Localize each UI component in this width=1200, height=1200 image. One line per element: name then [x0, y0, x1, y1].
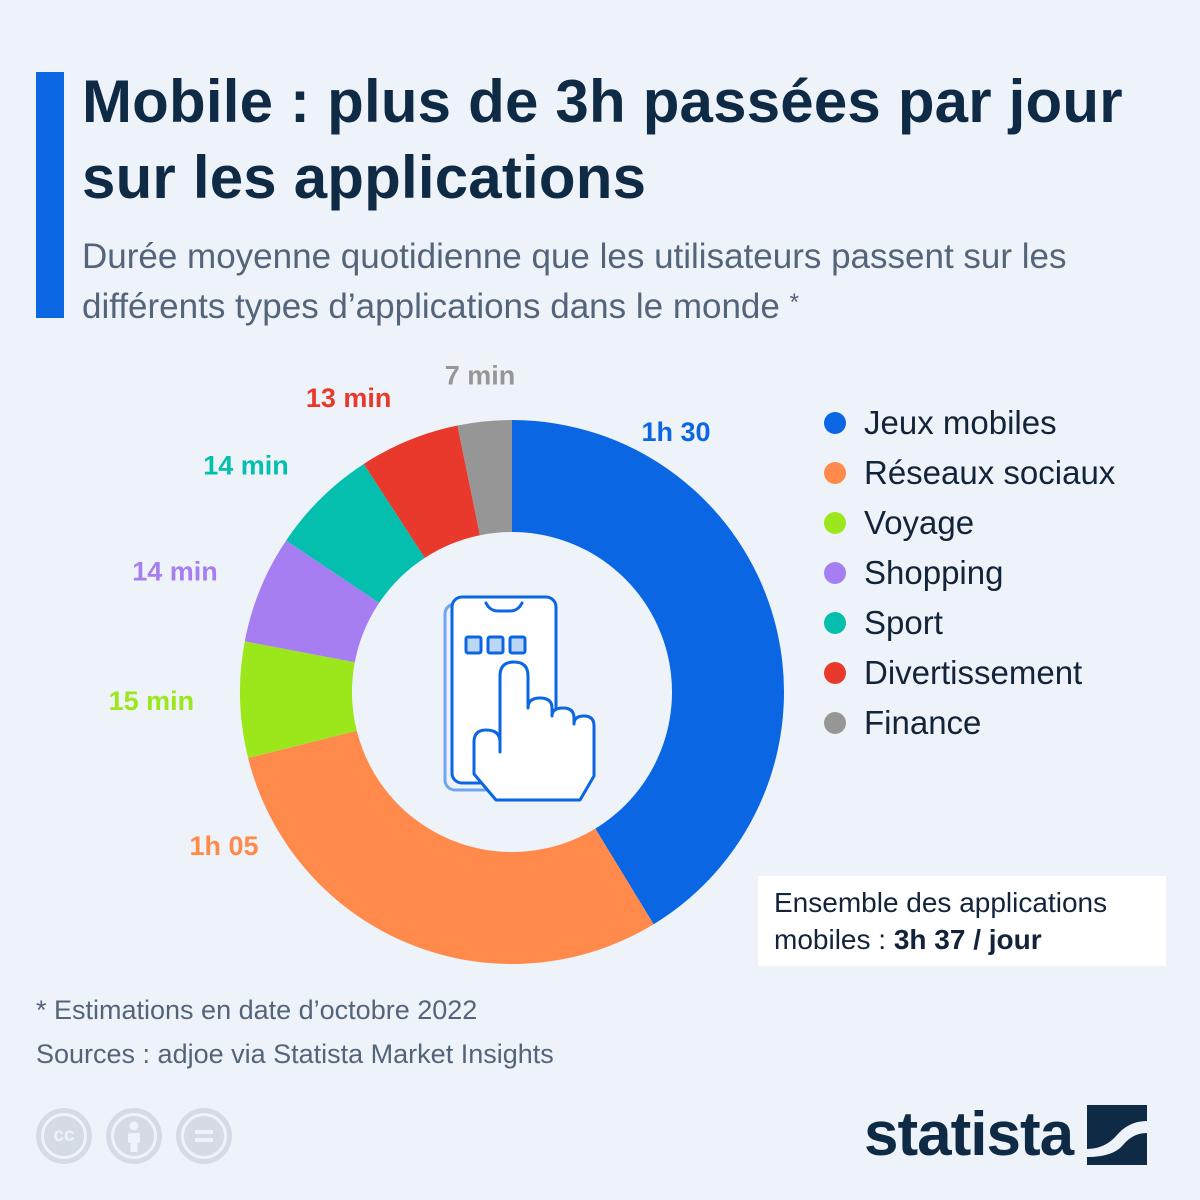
- slice-label: 14 min: [203, 451, 289, 481]
- slice-label: 13 min: [306, 383, 392, 413]
- legend-swatch: [824, 562, 846, 584]
- subtitle-note-mark: *: [789, 289, 799, 316]
- footnote-estimation: * Estimations en date d’octobre 2022: [36, 995, 478, 1025]
- slice-labels: 1h 30 1h 05 15 min 14 min 14 min 13 min 7 min: [109, 361, 711, 861]
- total-value: 3h 37 / jour: [893, 924, 1042, 955]
- person-glyph-icon: [128, 1121, 140, 1152]
- slice-label: 15 min: [109, 686, 195, 716]
- legend-label: Jeux mobiles: [864, 404, 1057, 441]
- logo-wordmark: statista: [864, 1100, 1074, 1169]
- legend-item: Shopping: [824, 548, 1115, 598]
- legend-label: Sport: [864, 604, 943, 641]
- footnote-source: Sources : adjoe via Statista Market Insi…: [36, 1039, 554, 1069]
- legend-item: Réseaux sociaux: [824, 448, 1115, 498]
- legend-label: Voyage: [864, 504, 975, 541]
- slice-label: 1h 05: [189, 831, 258, 861]
- legend-swatch: [824, 712, 846, 734]
- slice-divertissement[interactable]: [363, 425, 480, 558]
- attribution-icon[interactable]: [106, 1108, 162, 1164]
- slice-sport[interactable]: [286, 463, 425, 603]
- chart-subtitle: Durée moyenne quotidienne que les utilis…: [82, 232, 1182, 332]
- total-text: Ensemble des applications mobiles :: [774, 887, 1108, 955]
- smartphone-touch-icon: [443, 595, 596, 802]
- slice-shopping[interactable]: [244, 540, 380, 663]
- legend-swatch: [824, 462, 846, 484]
- slice-reseaux-sociaux[interactable]: [248, 730, 654, 965]
- legend-item: Jeux mobiles: [824, 398, 1115, 448]
- footnote: * Estimations en date d’octobre 2022 Sou…: [36, 988, 554, 1076]
- chart-title: Mobile : plus de 3h passées par jour sur…: [82, 68, 1123, 211]
- slice-voyage[interactable]: [240, 641, 357, 758]
- no-derivatives-icon[interactable]: [176, 1108, 232, 1164]
- total-box: Ensemble des applications mobiles : 3h 3…: [758, 876, 1166, 966]
- license-icons: cc: [36, 1108, 232, 1164]
- cc-icon[interactable]: cc: [36, 1108, 92, 1164]
- legend-swatch: [824, 512, 846, 534]
- slice-jeux-mobiles[interactable]: [512, 420, 785, 925]
- statista-logo[interactable]: statista: [864, 1100, 1148, 1170]
- legend-swatch: [824, 412, 846, 434]
- subtitle-text: Durée moyenne quotidienne que les utilis…: [82, 237, 1067, 326]
- title-accent-bar: [36, 72, 64, 318]
- legend-label: Réseaux sociaux: [864, 454, 1116, 491]
- equals-glyph-icon: [195, 1130, 213, 1142]
- legend-label: Finance: [864, 704, 982, 741]
- legend-label: Shopping: [864, 554, 1004, 591]
- legend-item: Sport: [824, 598, 1115, 648]
- legend-item: Voyage: [824, 498, 1115, 548]
- slice-label: 7 min: [445, 361, 516, 391]
- slice-label: 14 min: [132, 556, 218, 586]
- legend: Jeux mobiles Réseaux sociaux Voyage Shoppin…: [824, 398, 1115, 748]
- legend-swatch: [824, 612, 846, 634]
- donut-slices: [240, 420, 785, 965]
- statista-mark-icon: [1087, 1105, 1148, 1165]
- slice-label: 1h 30: [641, 417, 710, 447]
- legend-swatch: [824, 662, 846, 684]
- slice-finance[interactable]: [457, 420, 512, 536]
- legend-item: Divertissement: [824, 648, 1115, 698]
- legend-label: Divertissement: [864, 654, 1083, 691]
- legend-item: Finance: [824, 698, 1115, 748]
